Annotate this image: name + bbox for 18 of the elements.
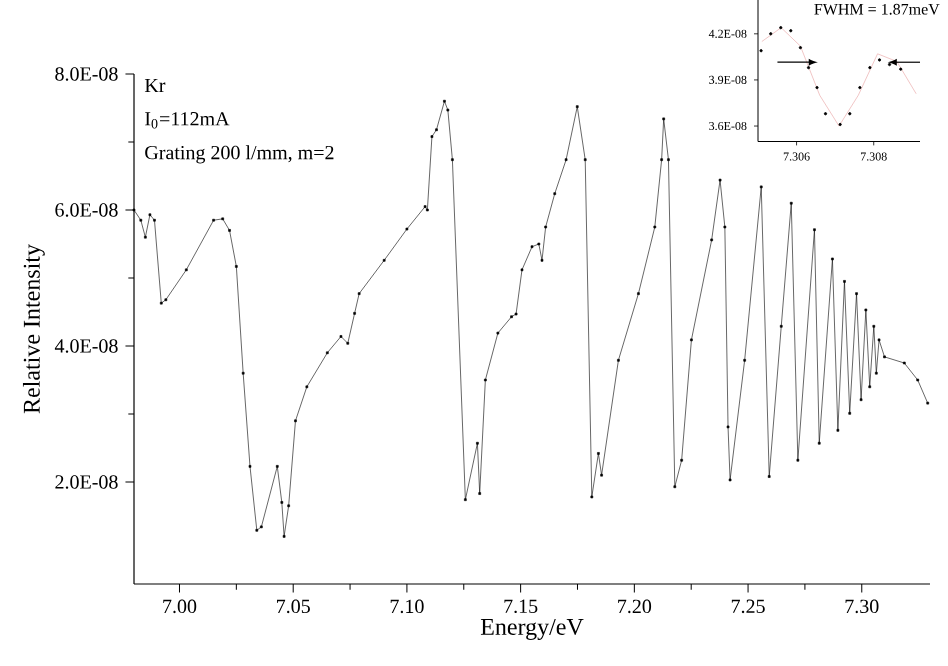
annotation: I$_{0}$=112mA <box>145 112 230 129</box>
x-tick-label: 7.30 <box>845 599 879 614</box>
x-tick-label: 7.05 <box>277 599 310 614</box>
annotation: Kr <box>144 78 166 93</box>
x-axis-title: Energy/eV <box>480 618 584 640</box>
y-axis-title: Relative Intensity <box>22 244 45 414</box>
x-tick-label: 7.15 <box>504 599 538 614</box>
x-tick-label: 7.25 <box>731 599 765 614</box>
x-tick-label: 7.20 <box>618 599 652 614</box>
y-tick-label: 8.0E-08 <box>55 67 118 81</box>
y-tick-label: 2.0E-08 <box>55 475 118 489</box>
x-tick-label: 7.10 <box>390 599 424 614</box>
line-series <box>761 27 917 127</box>
x-tick-label: 7.00 <box>163 599 197 614</box>
annotation: FWHM = 1.87meV <box>814 3 940 15</box>
y-tick-label: 4.0E-08 <box>54 339 118 353</box>
annotation: Grating 200 l/mm, m=2 <box>145 145 334 164</box>
y-tick-label: 6.0E-08 <box>55 203 118 217</box>
